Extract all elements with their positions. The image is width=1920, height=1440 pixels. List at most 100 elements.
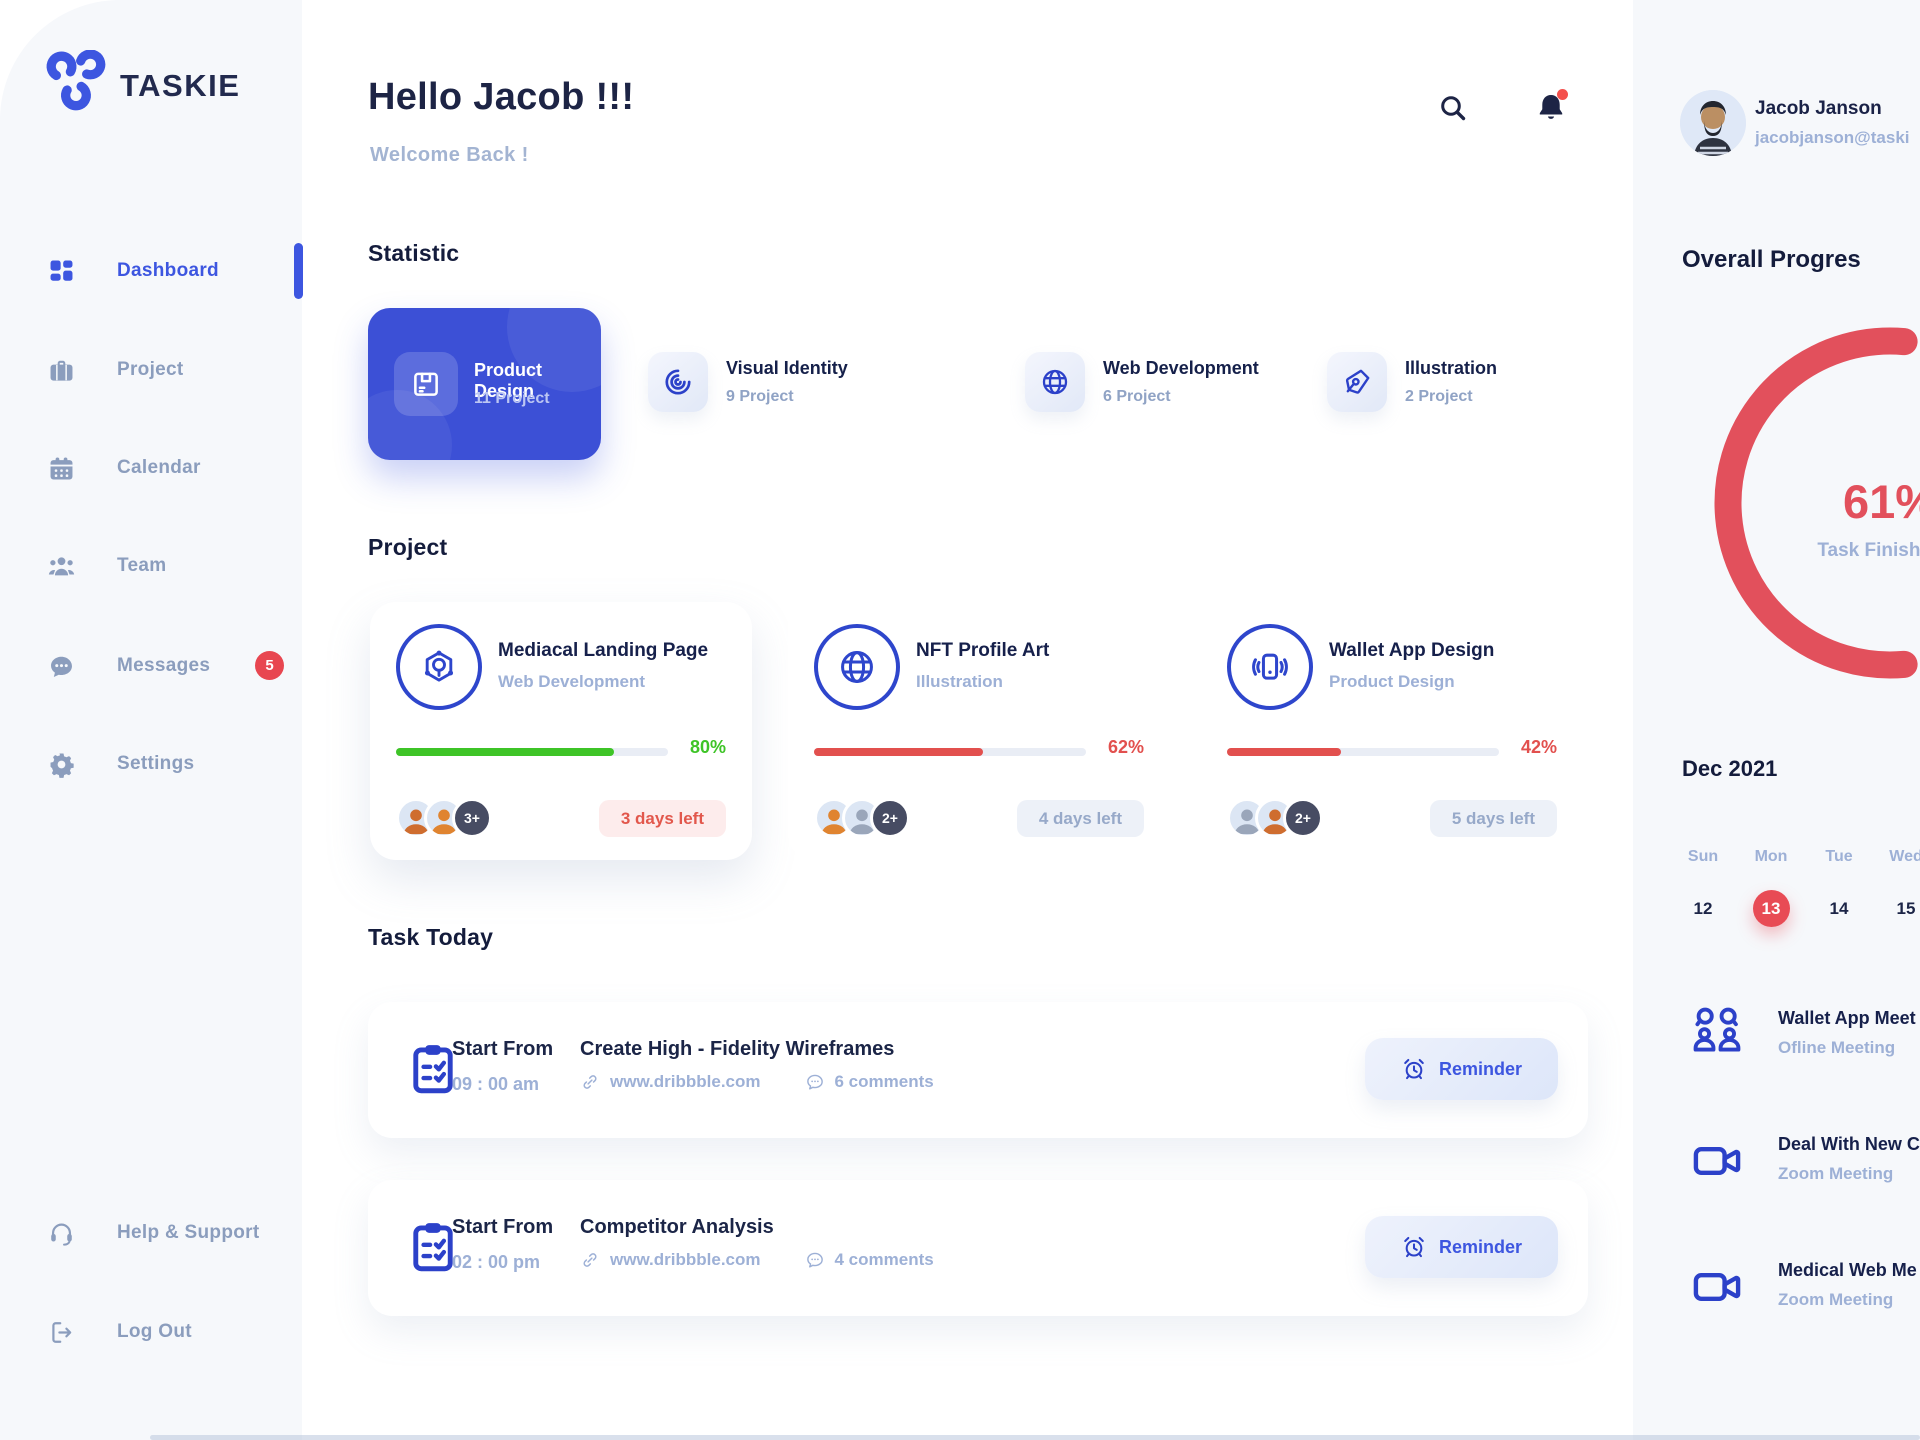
meeting-type: Ofline Meeting <box>1778 1038 1896 1057</box>
avatar-more-count: 2+ <box>870 798 910 838</box>
sidebar-item-logout[interactable]: Log Out <box>0 1304 302 1360</box>
calendar-date[interactable]: 12 <box>1693 898 1713 918</box>
project-card-nft-profile-art[interactable]: NFT Profile Art Illustration 62% 2+ 4 da… <box>788 602 1170 860</box>
stat-card-web-development[interactable]: Web Development 6 Project <box>1025 352 1325 416</box>
project-card-mediacal-landing-page[interactable]: Mediacal Landing Page Web Development 80… <box>370 602 752 860</box>
notifications-button[interactable] <box>1528 84 1574 130</box>
progress-label: 62% <box>1107 737 1144 757</box>
progress-fill <box>814 748 983 756</box>
comment-icon <box>805 1250 825 1270</box>
meeting-item-wallet-app[interactable]: Wallet App Meet Ofline Meeting <box>1690 1004 1920 1064</box>
page-title: Hello Jacob !!! <box>368 76 635 118</box>
project-category: Illustration <box>916 672 1003 691</box>
progress-fill <box>396 748 614 756</box>
task-title: Competitor Analysis <box>580 1216 774 1238</box>
calendar-month: Dec 2021 <box>1682 756 1778 781</box>
right-panel-background <box>1633 0 1920 1440</box>
user-avatar[interactable] <box>1680 90 1746 156</box>
stat-card-illustration[interactable]: Illustration 2 Project <box>1327 352 1627 416</box>
meeting-item-deal-with-new[interactable]: Deal With New C Zoom Meeting <box>1690 1130 1920 1190</box>
logout-icon <box>48 1319 75 1346</box>
taskie-logo-icon <box>44 50 110 116</box>
user-email: jacobjanson@taski <box>1755 128 1910 147</box>
project-card-wallet-app-design[interactable]: Wallet App Design Product Design 42% 2+ … <box>1201 602 1583 860</box>
reminder-button[interactable]: Reminder <box>1365 1038 1558 1100</box>
sidebar-item-label: Messages <box>117 655 211 676</box>
project-heading: Project <box>368 534 448 560</box>
sidebar-item-label: Dashboard <box>117 260 219 281</box>
project-category: Web Development <box>498 672 646 691</box>
task-title: Create High - Fidelity Wireframes <box>580 1038 895 1060</box>
avatar-image <box>1680 90 1746 156</box>
sidebar-item-calendar[interactable]: Calendar <box>0 440 302 496</box>
alarm-icon <box>1401 1234 1427 1260</box>
stat-count: 11 Project <box>474 390 550 407</box>
due-badge: 3 days left <box>598 800 726 837</box>
video-icon <box>1690 1260 1744 1314</box>
reminder-button[interactable]: Reminder <box>1365 1216 1558 1278</box>
stat-title: Illustration <box>1405 358 1498 378</box>
stat-card-product-design[interactable]: Product Design 11 Project <box>368 308 601 460</box>
calendar-date-selected[interactable]: 13 <box>1736 890 1806 927</box>
user-name: Jacob Janson <box>1755 98 1882 119</box>
sidebar-item-project[interactable]: Project <box>0 342 302 398</box>
sidebar-item-team[interactable]: Team <box>0 538 302 594</box>
sidebar-item-settings[interactable]: Settings <box>0 736 302 792</box>
avatar-more-count: 2+ <box>1283 798 1323 838</box>
sidebar-item-label: Settings <box>117 753 195 774</box>
sidebar-item-messages[interactable]: Messages <box>0 638 302 694</box>
progress-caption: Task Finished <box>1817 540 1920 561</box>
gear-icon <box>48 751 75 778</box>
due-badge: 5 days left <box>1429 800 1557 837</box>
alarm-icon <box>1401 1056 1427 1082</box>
meeting-type: Zoom Meeting <box>1778 1164 1894 1183</box>
day-of-week: Mon <box>1754 848 1788 865</box>
meeting-item-medical-web[interactable]: Medical Web Me Zoom Meeting <box>1690 1256 1920 1316</box>
search-icon <box>1437 92 1469 124</box>
sidebar-item-label: Help & Support <box>117 1222 260 1243</box>
stat-title: Web Development <box>1103 358 1259 378</box>
calendar-date[interactable]: 15 <box>1896 898 1916 918</box>
task-time: 09 : 00 am <box>452 1074 540 1094</box>
project-title: Mediacal Landing Page <box>498 640 709 661</box>
chat-bubble-icon <box>48 653 75 680</box>
day-of-week: Sun <box>1687 848 1719 865</box>
unread-messages-badge: 5 <box>255 651 284 680</box>
sidebar-item-help-support[interactable]: Help & Support <box>0 1205 302 1261</box>
calendar-column-wed: Wed 15 <box>1871 848 1920 932</box>
progress-label: 42% <box>1520 737 1557 757</box>
pen-tool-icon <box>1327 352 1387 412</box>
swirl-icon <box>648 352 708 412</box>
task-today-heading: Task Today <box>368 924 494 950</box>
active-indicator <box>294 243 303 299</box>
due-badge: 4 days left <box>1016 800 1144 837</box>
search-button[interactable] <box>1430 85 1476 131</box>
progress-track <box>814 748 1086 756</box>
task-link[interactable]: www.dribbble.com <box>610 1072 761 1091</box>
day-of-week: Wed <box>1889 848 1920 865</box>
task-row-competitor-analysis[interactable]: Start From 02 : 00 pm Competitor Analysi… <box>368 1180 1588 1316</box>
sidebar-item-label: Project <box>117 359 184 380</box>
sidebar-item-dashboard[interactable]: Dashboard <box>0 243 302 299</box>
stat-card-visual-identity[interactable]: Visual Identity 9 Project <box>648 352 948 416</box>
task-comments[interactable]: 4 comments <box>834 1250 934 1269</box>
task-meta: www.dribbble.com 4 comments <box>580 1250 934 1270</box>
meeting-title: Medical Web Me <box>1778 1260 1917 1280</box>
task-comments[interactable]: 6 comments <box>834 1072 934 1091</box>
hex-node-icon <box>396 624 482 710</box>
stat-count: 9 Project <box>726 388 794 405</box>
task-link[interactable]: www.dribbble.com <box>610 1250 761 1269</box>
stat-count: 6 Project <box>1103 388 1171 405</box>
reminder-label: Reminder <box>1438 1236 1523 1257</box>
bottom-edge-line <box>150 1435 1920 1440</box>
calendar-date[interactable]: 14 <box>1829 898 1849 918</box>
selected-date-circle: 13 <box>1752 890 1790 927</box>
video-icon <box>1690 1134 1744 1188</box>
project-title: Wallet App Design <box>1329 640 1495 661</box>
overall-progress-heading: Overall Progres <box>1682 246 1861 273</box>
progress-track <box>396 748 668 756</box>
meeting-title: Wallet App Meet <box>1778 1008 1916 1028</box>
sidebar-item-label: Calendar <box>117 457 201 478</box>
task-row-wireframes[interactable]: Start From 09 : 00 am Create High - Fide… <box>368 1002 1588 1138</box>
project-title: NFT Profile Art <box>916 640 1050 661</box>
